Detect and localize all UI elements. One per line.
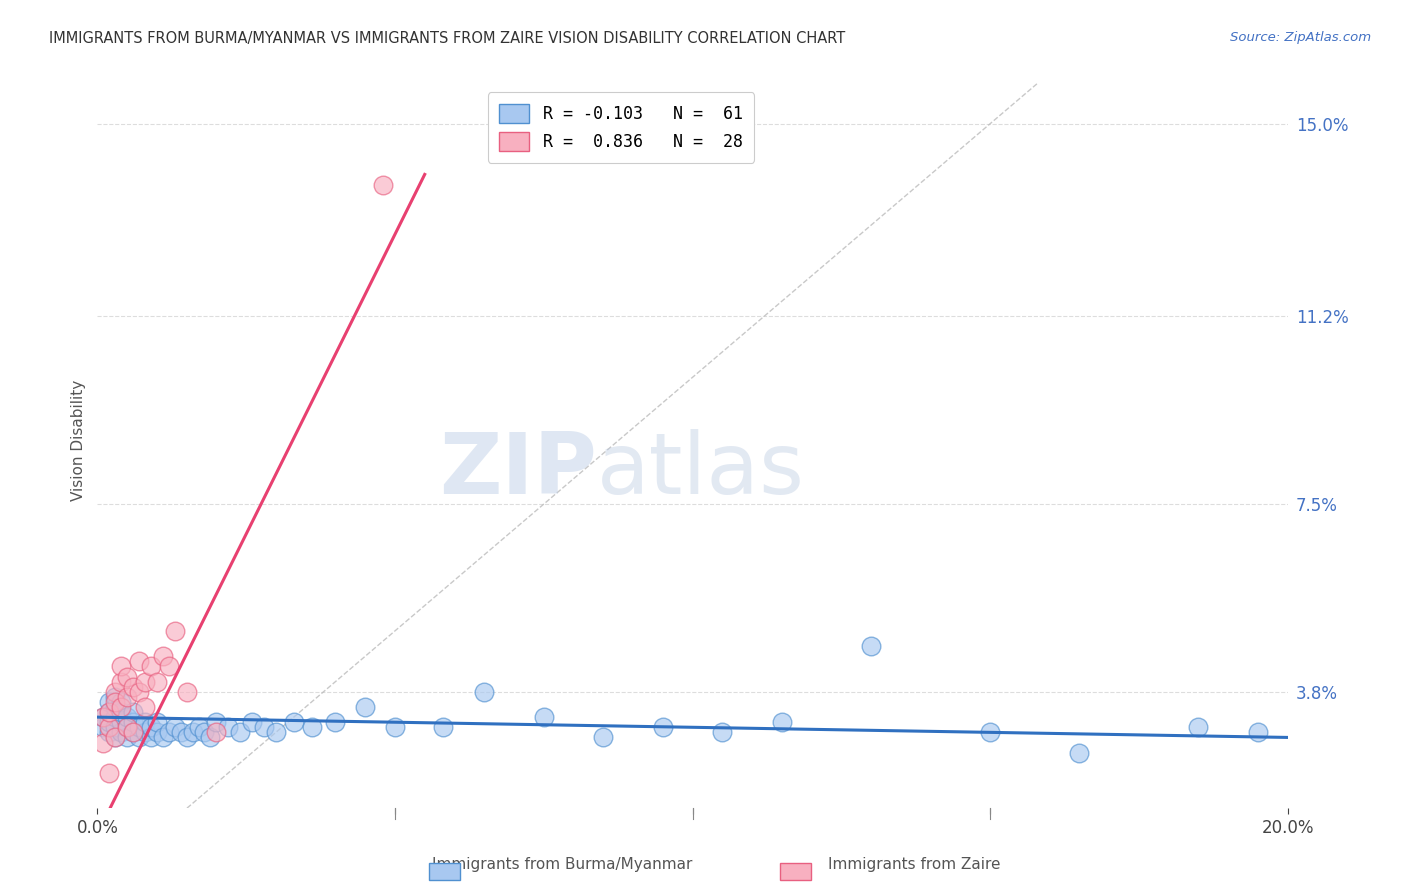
Point <box>146 715 169 730</box>
Point <box>979 725 1001 739</box>
Point <box>253 720 276 734</box>
Point <box>176 731 198 745</box>
Point <box>110 674 132 689</box>
Point <box>128 654 150 668</box>
Point <box>115 720 138 734</box>
Point <box>98 705 121 719</box>
Point <box>592 731 614 745</box>
Point <box>770 715 793 730</box>
Point <box>325 715 347 730</box>
Text: IMMIGRANTS FROM BURMA/MYANMAR VS IMMIGRANTS FROM ZAIRE VISION DISABILITY CORRELA: IMMIGRANTS FROM BURMA/MYANMAR VS IMMIGRA… <box>49 31 845 46</box>
Point <box>104 720 127 734</box>
Point <box>651 720 673 734</box>
Text: Source: ZipAtlas.com: Source: ZipAtlas.com <box>1230 31 1371 45</box>
Point <box>110 725 132 739</box>
Point <box>283 715 305 730</box>
Point <box>115 669 138 683</box>
Point <box>217 720 239 734</box>
Point <box>157 659 180 673</box>
Point <box>432 720 454 734</box>
Point <box>711 725 734 739</box>
Point <box>104 695 127 709</box>
Point <box>104 685 127 699</box>
Point <box>104 731 127 745</box>
Point <box>205 725 228 739</box>
Point <box>104 700 127 714</box>
Point <box>128 720 150 734</box>
Point <box>98 725 121 739</box>
Text: ZIP: ZIP <box>440 429 598 512</box>
Point <box>134 700 156 714</box>
Point <box>128 731 150 745</box>
Point <box>91 720 114 734</box>
Point <box>115 720 138 734</box>
Point <box>91 710 114 724</box>
Point <box>104 690 127 704</box>
Point <box>264 725 287 739</box>
Point <box>146 674 169 689</box>
Point <box>139 731 162 745</box>
Point <box>98 715 121 730</box>
Point <box>134 674 156 689</box>
Point <box>104 710 127 724</box>
Point <box>187 720 209 734</box>
Point <box>229 725 252 739</box>
Point <box>157 725 180 739</box>
Point <box>91 735 114 749</box>
Point <box>110 695 132 709</box>
Point <box>1247 725 1270 739</box>
Point <box>110 659 132 673</box>
Point <box>122 705 145 719</box>
Legend: R = -0.103   N =  61, R =  0.836   N =  28: R = -0.103 N = 61, R = 0.836 N = 28 <box>488 93 755 162</box>
Point <box>122 725 145 739</box>
Point <box>205 715 228 730</box>
Point <box>115 690 138 704</box>
Point <box>128 685 150 699</box>
Point <box>115 710 138 724</box>
Point <box>98 705 121 719</box>
Point <box>181 725 204 739</box>
Y-axis label: Vision Disability: Vision Disability <box>72 380 86 501</box>
Point <box>134 715 156 730</box>
Point <box>533 710 555 724</box>
Point <box>98 720 121 734</box>
Point <box>170 725 193 739</box>
Point <box>163 720 186 734</box>
Point <box>371 178 394 192</box>
Point <box>240 715 263 730</box>
Text: Immigrants from Burma/Myanmar: Immigrants from Burma/Myanmar <box>432 857 693 872</box>
Point <box>115 731 138 745</box>
Point <box>193 725 215 739</box>
Point <box>122 725 145 739</box>
Point <box>152 731 174 745</box>
Point <box>1069 746 1091 760</box>
Point <box>98 766 121 780</box>
Point <box>122 715 145 730</box>
Point <box>110 700 132 714</box>
Point <box>110 705 132 719</box>
Point <box>134 725 156 739</box>
Point <box>146 725 169 739</box>
Point <box>176 685 198 699</box>
Point <box>91 710 114 724</box>
Point <box>139 659 162 673</box>
Point <box>110 715 132 730</box>
Point <box>354 700 377 714</box>
Point <box>200 731 222 745</box>
Point <box>1187 720 1209 734</box>
Point <box>122 680 145 694</box>
Text: Immigrants from Zaire: Immigrants from Zaire <box>828 857 1000 872</box>
Point <box>384 720 406 734</box>
Point <box>139 720 162 734</box>
Point <box>163 624 186 638</box>
Point <box>98 695 121 709</box>
Point <box>301 720 323 734</box>
Text: atlas: atlas <box>598 429 806 512</box>
Point <box>860 639 883 653</box>
Point <box>152 649 174 664</box>
Point <box>472 685 495 699</box>
Point <box>104 731 127 745</box>
